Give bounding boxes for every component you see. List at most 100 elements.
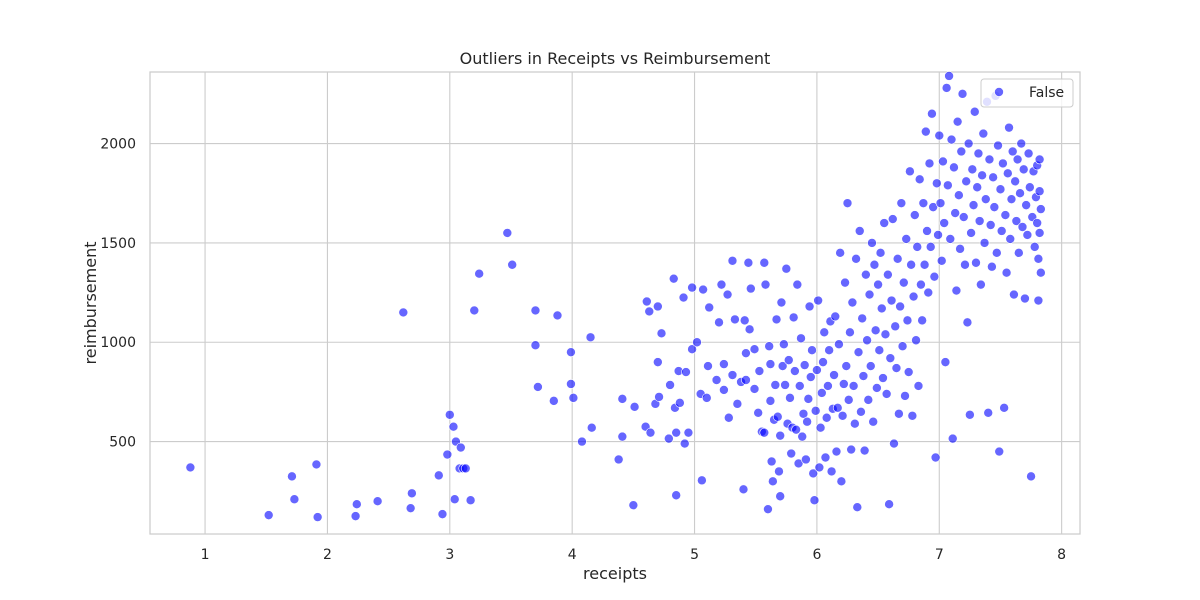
data-point bbox=[311, 459, 322, 470]
data-point bbox=[796, 333, 806, 344]
data-point bbox=[979, 238, 990, 248]
data-point bbox=[940, 357, 951, 367]
data-point bbox=[727, 370, 738, 380]
data-point bbox=[930, 452, 941, 463]
data-point bbox=[760, 279, 771, 290]
data-point bbox=[903, 367, 914, 377]
data-point bbox=[850, 418, 860, 429]
data-point bbox=[613, 454, 624, 465]
data-point bbox=[861, 269, 871, 280]
data-point bbox=[878, 373, 888, 383]
data-point bbox=[442, 449, 453, 460]
data-point bbox=[925, 242, 936, 252]
data-point bbox=[738, 484, 749, 495]
x-axis-label: receipts bbox=[583, 564, 647, 583]
data-point bbox=[932, 178, 942, 189]
data-point bbox=[465, 495, 476, 506]
data-point bbox=[984, 154, 995, 165]
data-point bbox=[845, 327, 855, 338]
y-tick-label: 1500 bbox=[100, 236, 136, 252]
data-point bbox=[958, 212, 969, 222]
data-point bbox=[835, 248, 845, 258]
data-point bbox=[312, 512, 323, 522]
x-tick-label: 4 bbox=[568, 547, 577, 563]
data-point bbox=[836, 476, 847, 487]
data-point bbox=[781, 263, 792, 274]
data-point bbox=[807, 345, 817, 355]
data-point bbox=[868, 416, 878, 427]
data-point bbox=[645, 427, 656, 438]
data-point bbox=[642, 296, 652, 307]
data-point bbox=[585, 332, 596, 343]
data-point bbox=[832, 403, 843, 413]
data-point bbox=[976, 279, 986, 290]
data-point bbox=[863, 395, 874, 405]
data-point bbox=[972, 182, 983, 193]
data-point bbox=[905, 166, 915, 177]
data-point bbox=[883, 269, 893, 280]
data-point bbox=[873, 279, 883, 290]
data-point bbox=[857, 313, 867, 324]
data-point bbox=[1006, 194, 1017, 204]
data-point bbox=[507, 259, 518, 270]
plot-area-frame bbox=[149, 71, 1081, 535]
data-point bbox=[817, 388, 827, 398]
data-point bbox=[791, 424, 801, 435]
data-point bbox=[704, 302, 715, 313]
data-point bbox=[902, 315, 913, 326]
data-point bbox=[847, 297, 858, 308]
data-point bbox=[872, 383, 882, 393]
data-point bbox=[987, 261, 997, 272]
data-point bbox=[701, 393, 712, 403]
data-point bbox=[727, 255, 738, 266]
data-point bbox=[716, 279, 727, 290]
data-point bbox=[776, 297, 787, 308]
data-point bbox=[724, 412, 734, 423]
x-tick-label: 5 bbox=[690, 547, 699, 563]
data-point bbox=[803, 394, 814, 404]
data-point bbox=[1021, 200, 1031, 210]
x-tick-label: 2 bbox=[323, 547, 332, 563]
data-point bbox=[991, 248, 1002, 258]
data-point bbox=[407, 488, 417, 499]
data-point bbox=[786, 448, 797, 459]
data-point bbox=[856, 406, 866, 417]
data-point bbox=[978, 128, 989, 139]
data-point bbox=[960, 259, 970, 270]
data-point bbox=[722, 289, 733, 300]
data-point bbox=[617, 431, 628, 442]
data-point bbox=[675, 398, 685, 408]
data-point bbox=[437, 509, 448, 519]
x-tick-labels: 1 2 3 4 5 6 7 8 bbox=[201, 547, 1067, 563]
data-point bbox=[719, 359, 729, 369]
data-point bbox=[681, 367, 691, 377]
data-point bbox=[1009, 289, 1019, 300]
data-point bbox=[263, 510, 274, 520]
y-tick-label: 500 bbox=[109, 435, 136, 451]
data-point bbox=[933, 230, 943, 240]
data-point bbox=[1026, 471, 1036, 482]
data-point bbox=[1017, 222, 1028, 232]
data-point bbox=[955, 244, 965, 254]
data-point bbox=[741, 375, 751, 385]
data-point bbox=[746, 283, 756, 294]
data-point bbox=[980, 194, 991, 204]
y-axis-label: reimbursement bbox=[81, 242, 100, 365]
data-point bbox=[809, 495, 820, 506]
data-point bbox=[913, 381, 924, 391]
data-point bbox=[834, 339, 844, 350]
data-point bbox=[1004, 122, 1014, 133]
data-point bbox=[617, 394, 628, 404]
data-point bbox=[788, 312, 799, 323]
data-point bbox=[1025, 182, 1035, 193]
data-point bbox=[687, 282, 697, 293]
data-point bbox=[792, 279, 803, 290]
data-point bbox=[895, 301, 905, 312]
data-point bbox=[911, 335, 921, 346]
data-point bbox=[998, 158, 1008, 169]
data-point bbox=[938, 156, 948, 167]
data-point bbox=[770, 380, 781, 390]
data-point bbox=[775, 430, 785, 441]
data-points bbox=[185, 71, 1046, 522]
data-point bbox=[962, 317, 973, 328]
